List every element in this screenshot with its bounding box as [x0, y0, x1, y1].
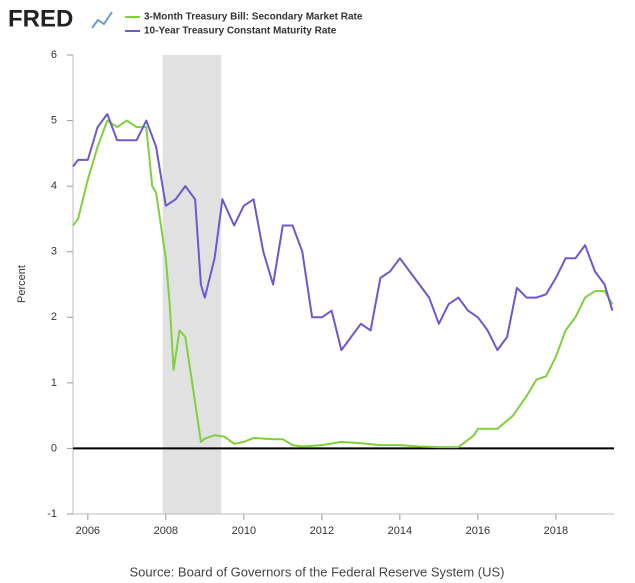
series-line	[72, 119, 614, 449]
x-tick-label: 2014	[388, 525, 412, 537]
x-tick-label: 2012	[310, 525, 334, 537]
series-line	[72, 113, 614, 352]
x-tick-label: 2018	[544, 525, 568, 537]
legend-label: 3-Month Treasury Bill: Secondary Market …	[144, 12, 363, 23]
logo: FRED	[8, 5, 73, 32]
y-tick-label: 6	[51, 49, 57, 61]
y-tick-label: 5	[51, 114, 57, 126]
x-tick-label: 2008	[154, 525, 178, 537]
source: Source: Board of Governors of the Federa…	[130, 564, 505, 579]
y-tick-label: -1	[47, 508, 57, 520]
y-tick-label: 2	[51, 311, 57, 323]
y-tick-label: 0	[51, 442, 57, 454]
x-tick-label: 2016	[466, 525, 490, 537]
logo-icon	[91, 11, 113, 29]
x-tick-label: 2010	[232, 525, 256, 537]
y-axis-label: Percent	[16, 265, 28, 303]
y-tick-label: 1	[51, 377, 57, 389]
y-tick-label: 4	[51, 180, 57, 192]
x-tick-label: 2006	[76, 525, 100, 537]
shaded-period	[162, 55, 222, 514]
y-tick-label: 3	[51, 246, 57, 258]
legend-label: 10-Year Treasury Constant Maturity Rate	[144, 26, 337, 37]
